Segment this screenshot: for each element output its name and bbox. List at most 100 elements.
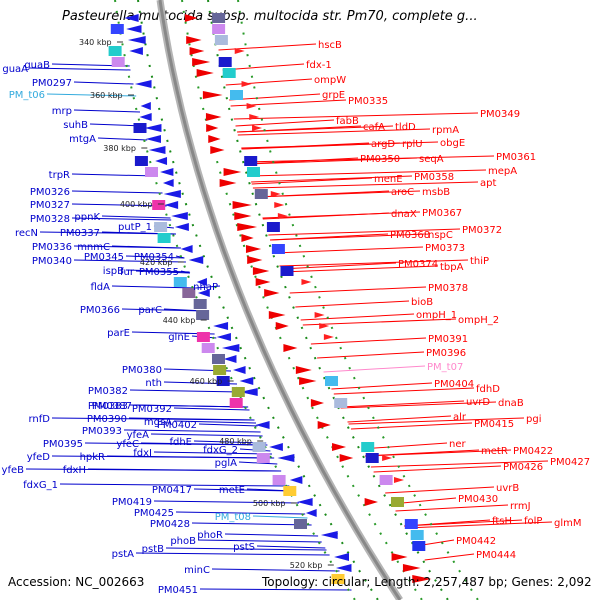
gene-label-putp-1[interactable]: putP_1 <box>118 222 152 233</box>
gene-label-pm-t08[interactable]: PM_t08 <box>215 512 251 523</box>
gene-label-pm0417[interactable]: PM0417 <box>152 485 192 496</box>
gene-label-omph-2[interactable]: ompH_2 <box>458 315 499 326</box>
gene-label-pm0354[interactable]: PM0354 <box>134 252 174 263</box>
gene-label-pm0425[interactable]: PM0425 <box>134 508 174 519</box>
gene-label-alr[interactable]: alr <box>453 412 467 423</box>
gene-label-pm0349[interactable]: PM0349 <box>480 109 520 120</box>
gene-label-mete[interactable]: metE <box>219 485 245 496</box>
gene-label-pstb[interactable]: pstB <box>142 544 164 555</box>
gene-label-metr[interactable]: metR <box>481 446 508 457</box>
gene-label-pm0350[interactable]: PM0350 <box>360 154 400 165</box>
gene-label-pm0378[interactable]: PM0378 <box>428 283 468 294</box>
gene-label-pm0419[interactable]: PM0419 <box>112 497 152 508</box>
gene-label-folp[interactable]: folP <box>524 516 542 527</box>
gene-label-pm0391[interactable]: PM0391 <box>428 334 468 345</box>
gene-label-pm0422[interactable]: PM0422 <box>513 446 553 457</box>
gene-label-cafa[interactable]: cafA <box>363 122 385 133</box>
gene-label-pm0451[interactable]: PM0451 <box>158 585 198 596</box>
gene-label-mnmc[interactable]: mnmC <box>77 242 110 253</box>
gene-label-fdxg-1[interactable]: fdxG_1 <box>23 480 58 491</box>
gene-label-phor[interactable]: phoR <box>197 530 223 541</box>
gene-label-pm0392[interactable]: PM0392 <box>132 404 172 415</box>
gene-label-pm0358[interactable]: PM0358 <box>414 172 454 183</box>
gene-label-fdhe[interactable]: fdhE <box>169 437 192 448</box>
gene-label-pm0442[interactable]: PM0442 <box>456 536 496 547</box>
gene-label-pm0428[interactable]: PM0428 <box>150 519 190 530</box>
gene-label-pm0340[interactable]: PM0340 <box>32 256 72 267</box>
gene-label-yfec[interactable]: yfeC <box>116 439 139 450</box>
gene-label-pm-t06[interactable]: PM_t06 <box>9 90 45 101</box>
gene-label-nhap[interactable]: nhaP <box>193 282 218 293</box>
gene-label-tbpa[interactable]: tbpA <box>440 262 464 273</box>
gene-label-ftsh[interactable]: ftsH <box>492 516 512 527</box>
gene-label-flda[interactable]: fldA <box>91 282 111 293</box>
gene-label-pm0297[interactable]: PM0297 <box>32 78 72 89</box>
gene-label-phob[interactable]: phoB <box>170 536 196 547</box>
gene-label-fur[interactable]: fur <box>120 267 135 278</box>
gene-label-recn[interactable]: recN <box>15 228 38 239</box>
gene-label-pgla[interactable]: pglA <box>215 458 237 469</box>
gene-label-pm0374[interactable]: PM0374 <box>398 259 438 270</box>
gene-label-ppnk[interactable]: ppnK <box>74 212 100 223</box>
gene-label-pm0390[interactable]: PM0390 <box>87 414 127 425</box>
gene-label-rrmj[interactable]: rrmJ <box>510 501 531 512</box>
gene-label-psta[interactable]: pstA <box>112 549 134 560</box>
gene-label-pm0368[interactable]: PM0368 <box>390 230 430 241</box>
gene-label-pm0380[interactable]: PM0380 <box>122 365 162 376</box>
gene-label-pm0444[interactable]: PM0444 <box>476 550 516 561</box>
gene-label-mepa[interactable]: mepA <box>488 166 517 177</box>
gene-label-uvrb[interactable]: uvrB <box>496 483 519 494</box>
gene-label-fdx-1[interactable]: fdx-1 <box>306 60 332 71</box>
gene-label-pm0404[interactable]: PM0404 <box>434 379 474 390</box>
gene-label-psts[interactable]: pstS <box>233 542 255 553</box>
gene-label-argd[interactable]: argD <box>371 139 395 150</box>
gene-label-pm0415[interactable]: PM0415 <box>474 419 514 430</box>
gene-label-pm0361[interactable]: PM0361 <box>496 152 536 163</box>
gene-label-pm0430[interactable]: PM0430 <box>458 494 498 505</box>
gene-label-suhb[interactable]: suhB <box>63 120 88 131</box>
gene-label-nth[interactable]: nth <box>145 378 162 389</box>
gene-label-aroc[interactable]: aroC <box>391 187 414 198</box>
gene-label-pm0387[interactable]: PM0387 <box>92 401 132 412</box>
gene-label-dnax[interactable]: dnaX <box>391 209 417 220</box>
gene-label-hscb[interactable]: hscB <box>318 40 342 51</box>
gene-label-pgi[interactable]: pgi <box>526 414 541 425</box>
gene-label-omph-1[interactable]: ompH_1 <box>416 310 457 321</box>
gene-label-minc[interactable]: minC <box>184 565 210 576</box>
gene-label-tldd[interactable]: tldD <box>395 122 416 133</box>
gene-label-pm0367[interactable]: PM0367 <box>422 208 462 219</box>
gene-label-ner[interactable]: ner <box>449 439 466 450</box>
gene-label-seqa[interactable]: seqA <box>419 154 444 165</box>
gene-label-trpr[interactable]: trpR <box>49 170 70 181</box>
gene-label-pm0337[interactable]: PM0337 <box>60 228 100 239</box>
gene-label-mrp[interactable]: mrp <box>52 106 72 117</box>
gene-label-pm0373[interactable]: PM0373 <box>425 243 465 254</box>
gene-label-guab[interactable]: guaB <box>24 60 50 71</box>
gene-label-biob[interactable]: bioB <box>411 297 433 308</box>
gene-label-apt[interactable]: apt <box>480 178 496 189</box>
gene-label-pm0345[interactable]: PM0345 <box>84 252 124 263</box>
gene-label-pm0396[interactable]: PM0396 <box>426 348 466 359</box>
gene-label-uvrd[interactable]: uvrD <box>466 397 490 408</box>
gene-label-pm0336[interactable]: PM0336 <box>32 242 72 253</box>
gene-label-pare[interactable]: parE <box>107 328 130 339</box>
gene-label-fdhd[interactable]: fdhD <box>476 384 500 395</box>
gene-label-pm0395[interactable]: PM0395 <box>43 439 83 450</box>
gene-label-rnfd[interactable]: rnfD <box>29 414 51 425</box>
gene-label-msbb[interactable]: msbB <box>422 187 450 198</box>
gene-label-pm0393[interactable]: PM0393 <box>82 426 122 437</box>
gene-label-fdxg-2[interactable]: fdxG_2 <box>203 445 238 456</box>
gene-label-yfea[interactable]: yfeA <box>127 430 150 441</box>
gene-label-ompw[interactable]: ompW <box>314 75 346 86</box>
gene-label-hpkr[interactable]: hpkR <box>80 452 105 463</box>
gene-label-pm0327[interactable]: PM0327 <box>30 200 70 211</box>
gene-label-yfed[interactable]: yfeD <box>27 452 51 463</box>
gene-label-yfeb[interactable]: yfeB <box>2 465 25 476</box>
gene-label-guaa[interactable]: guaA <box>2 64 28 75</box>
gene-label-pm0355[interactable]: PM0355 <box>139 267 179 278</box>
gene-label-mene[interactable]: menE <box>374 174 403 185</box>
gene-label-grpe[interactable]: grpE <box>322 90 345 101</box>
gene-label-glmm[interactable]: glmM <box>554 518 582 529</box>
gene-label-pm0335[interactable]: PM0335 <box>348 96 388 107</box>
gene-label-pm0426[interactable]: PM0426 <box>503 462 543 473</box>
